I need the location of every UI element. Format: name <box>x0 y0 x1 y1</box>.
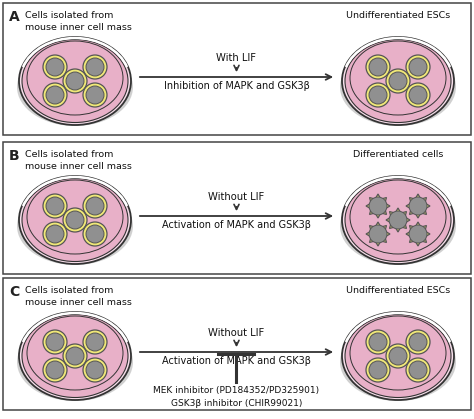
Polygon shape <box>406 222 430 246</box>
Ellipse shape <box>345 315 451 398</box>
Ellipse shape <box>86 225 104 243</box>
Ellipse shape <box>17 48 133 126</box>
Ellipse shape <box>86 197 104 215</box>
Ellipse shape <box>22 315 128 398</box>
Ellipse shape <box>350 180 446 254</box>
Ellipse shape <box>46 225 64 243</box>
Ellipse shape <box>366 83 390 107</box>
Ellipse shape <box>43 330 67 354</box>
Text: Inhibition of MAPK and GSK3β: Inhibition of MAPK and GSK3β <box>164 81 310 91</box>
Ellipse shape <box>369 58 387 76</box>
Bar <box>3 142 471 274</box>
Ellipse shape <box>63 208 87 232</box>
Ellipse shape <box>43 358 67 382</box>
Ellipse shape <box>19 312 131 400</box>
Ellipse shape <box>83 222 107 246</box>
Ellipse shape <box>342 312 454 400</box>
Polygon shape <box>366 222 390 246</box>
Ellipse shape <box>27 316 123 390</box>
Text: Cells isolated from
mouse inner cell mass: Cells isolated from mouse inner cell mas… <box>25 286 132 307</box>
Ellipse shape <box>366 358 390 382</box>
Ellipse shape <box>46 58 64 76</box>
Ellipse shape <box>389 347 407 365</box>
Ellipse shape <box>369 225 387 243</box>
Ellipse shape <box>345 39 451 122</box>
Ellipse shape <box>86 333 104 351</box>
Ellipse shape <box>369 333 387 351</box>
Ellipse shape <box>406 83 430 107</box>
Text: C: C <box>9 285 19 299</box>
Ellipse shape <box>43 222 67 246</box>
Bar <box>3 278 471 410</box>
Ellipse shape <box>46 361 64 379</box>
Ellipse shape <box>386 344 410 368</box>
Text: Without LIF: Without LIF <box>209 328 264 338</box>
Ellipse shape <box>27 41 123 115</box>
Ellipse shape <box>83 83 107 107</box>
Ellipse shape <box>83 194 107 218</box>
Text: Activation of MAPK and GSK3β: Activation of MAPK and GSK3β <box>162 356 311 366</box>
Ellipse shape <box>17 323 133 401</box>
Text: MEK inhibitor (PD184352/PD325901)
GSK3β inhibitor (CHIR99021): MEK inhibitor (PD184352/PD325901) GSK3β … <box>154 386 319 408</box>
Ellipse shape <box>63 344 87 368</box>
Ellipse shape <box>86 58 104 76</box>
Text: Undifferentiated ESCs: Undifferentiated ESCs <box>346 11 450 20</box>
Ellipse shape <box>22 178 128 261</box>
Text: Differentiated cells: Differentiated cells <box>353 150 443 159</box>
Polygon shape <box>366 194 390 218</box>
Ellipse shape <box>409 197 427 215</box>
Ellipse shape <box>369 197 387 215</box>
Ellipse shape <box>66 72 84 90</box>
Ellipse shape <box>409 58 427 76</box>
Ellipse shape <box>17 187 133 265</box>
Ellipse shape <box>389 211 407 229</box>
Ellipse shape <box>342 176 454 264</box>
Bar <box>3 3 471 135</box>
Ellipse shape <box>369 86 387 104</box>
Ellipse shape <box>340 323 456 401</box>
Ellipse shape <box>409 361 427 379</box>
Ellipse shape <box>386 69 410 93</box>
Ellipse shape <box>366 55 390 79</box>
Text: Cells isolated from
mouse inner cell mass: Cells isolated from mouse inner cell mas… <box>25 11 132 32</box>
Ellipse shape <box>406 358 430 382</box>
Text: Activation of MAPK and GSK3β: Activation of MAPK and GSK3β <box>162 220 311 230</box>
Text: Without LIF: Without LIF <box>209 192 264 202</box>
Ellipse shape <box>406 330 430 354</box>
Ellipse shape <box>342 37 454 125</box>
Ellipse shape <box>350 41 446 115</box>
Ellipse shape <box>83 55 107 79</box>
Ellipse shape <box>406 55 430 79</box>
Ellipse shape <box>86 361 104 379</box>
Ellipse shape <box>19 176 131 264</box>
Ellipse shape <box>345 178 451 261</box>
Ellipse shape <box>43 55 67 79</box>
Ellipse shape <box>66 211 84 229</box>
Text: A: A <box>9 10 20 24</box>
Ellipse shape <box>27 180 123 254</box>
Ellipse shape <box>66 347 84 365</box>
Ellipse shape <box>46 333 64 351</box>
Ellipse shape <box>43 194 67 218</box>
Text: With LIF: With LIF <box>217 53 256 63</box>
Ellipse shape <box>22 39 128 122</box>
Ellipse shape <box>63 69 87 93</box>
Ellipse shape <box>350 316 446 390</box>
Ellipse shape <box>46 197 64 215</box>
Ellipse shape <box>409 333 427 351</box>
Ellipse shape <box>389 72 407 90</box>
Text: Cells isolated from
mouse inner cell mass: Cells isolated from mouse inner cell mas… <box>25 150 132 171</box>
Polygon shape <box>386 208 410 232</box>
Ellipse shape <box>340 48 456 126</box>
Ellipse shape <box>409 86 427 104</box>
Ellipse shape <box>19 37 131 125</box>
Ellipse shape <box>86 86 104 104</box>
Ellipse shape <box>340 187 456 265</box>
Ellipse shape <box>46 86 64 104</box>
Text: Undifferentiated ESCs: Undifferentiated ESCs <box>346 286 450 295</box>
Ellipse shape <box>43 83 67 107</box>
Ellipse shape <box>369 361 387 379</box>
Ellipse shape <box>83 358 107 382</box>
Ellipse shape <box>83 330 107 354</box>
Polygon shape <box>406 194 430 218</box>
